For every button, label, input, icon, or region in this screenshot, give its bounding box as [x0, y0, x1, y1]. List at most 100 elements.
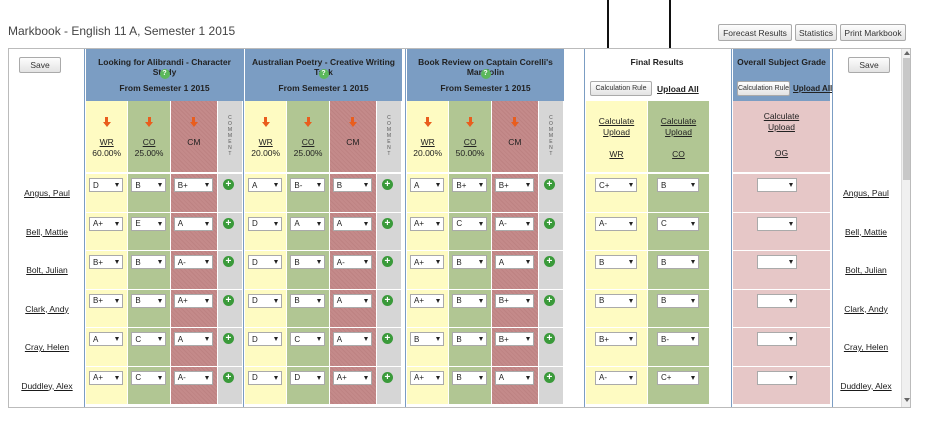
- sort-arrow-icon[interactable]: [304, 117, 313, 127]
- grade-select[interactable]: A+: [332, 370, 372, 385]
- grade-select[interactable]: A: [89, 332, 124, 346]
- student-name-link-right[interactable]: Angus, Paul: [843, 188, 889, 198]
- add-comment-icon[interactable]: +: [222, 333, 234, 344]
- grade-select[interactable]: A+: [410, 255, 445, 269]
- grade-select[interactable]: E: [131, 216, 166, 231]
- overall-upload-link[interactable]: Upload: [768, 122, 795, 132]
- final-code-link[interactable]: CO: [672, 149, 685, 159]
- forecast-results-button[interactable]: Forecast Results: [718, 24, 792, 41]
- grade-select[interactable]: B: [131, 255, 166, 269]
- student-name-link[interactable]: Duddley, Alex: [21, 380, 73, 391]
- grade-select[interactable]: A: [494, 255, 534, 269]
- help-icon[interactable]: ?: [318, 69, 329, 79]
- final-grade-select[interactable]: B: [657, 178, 699, 192]
- grade-select[interactable]: B+: [494, 332, 534, 346]
- add-comment-icon[interactable]: +: [222, 179, 234, 190]
- add-comment-icon[interactable]: +: [543, 294, 555, 306]
- grade-select[interactable]: A+: [410, 370, 445, 385]
- scroll-thumb[interactable]: [903, 58, 910, 180]
- student-name-link-right[interactable]: Cray, Helen: [843, 342, 889, 352]
- add-comment-icon[interactable]: +: [381, 333, 393, 344]
- grade-select[interactable]: B: [452, 332, 487, 346]
- add-comment-icon[interactable]: +: [381, 371, 393, 383]
- grade-select[interactable]: B: [290, 293, 325, 308]
- grade-select[interactable]: A: [410, 178, 445, 192]
- calculation-rule-button[interactable]: Calculation Rule: [590, 81, 652, 96]
- student-name-link-right[interactable]: Duddley, Alex: [840, 380, 892, 391]
- grade-select[interactable]: A+: [89, 370, 124, 385]
- grade-select[interactable]: B+: [173, 178, 213, 192]
- grade-select[interactable]: B: [131, 178, 166, 192]
- grade-select[interactable]: C: [290, 332, 325, 346]
- grade-select[interactable]: A: [332, 293, 372, 308]
- add-comment-icon[interactable]: +: [543, 371, 555, 383]
- scroll-up-icon[interactable]: [904, 51, 910, 55]
- final-grade-select[interactable]: B: [657, 293, 699, 308]
- final-grade-select[interactable]: A-: [595, 216, 637, 231]
- add-comment-icon[interactable]: +: [222, 217, 234, 229]
- final-code-link[interactable]: WR: [609, 149, 624, 159]
- student-name-link[interactable]: Bell, Mattie: [25, 226, 69, 237]
- grade-select[interactable]: A: [173, 332, 213, 346]
- add-comment-icon[interactable]: +: [381, 217, 393, 229]
- grade-select[interactable]: B: [452, 370, 487, 385]
- criterion-code[interactable]: WR: [420, 137, 435, 147]
- overall-grade-select[interactable]: [757, 178, 797, 192]
- grade-select[interactable]: A+: [410, 216, 445, 231]
- student-name-link-right[interactable]: Bolt, Julian: [845, 265, 887, 275]
- upload-all-link[interactable]: Upload All: [657, 84, 699, 94]
- final-grade-select[interactable]: A-: [595, 370, 637, 385]
- grade-select[interactable]: A: [494, 370, 534, 385]
- add-comment-icon[interactable]: +: [543, 217, 555, 229]
- criterion-code[interactable]: WR: [258, 137, 273, 147]
- help-icon[interactable]: ?: [159, 69, 170, 79]
- grade-select[interactable]: D: [248, 255, 283, 269]
- overall-code-link[interactable]: OG: [774, 148, 789, 158]
- grade-select[interactable]: A-: [173, 370, 213, 385]
- calculate-link[interactable]: Calculate: [660, 116, 697, 126]
- add-comment-icon[interactable]: +: [381, 256, 393, 267]
- scroll-down-icon[interactable]: [904, 398, 910, 402]
- sort-arrow-icon[interactable]: [348, 117, 357, 127]
- grade-select[interactable]: B: [452, 255, 487, 269]
- overall-calculate-link[interactable]: Calculate: [763, 111, 800, 121]
- sort-arrow-icon[interactable]: [189, 117, 198, 127]
- student-name-link[interactable]: Bolt, Julian: [26, 265, 68, 275]
- grade-select[interactable]: A: [332, 216, 372, 231]
- criterion-code[interactable]: CO: [463, 137, 477, 147]
- final-grade-select[interactable]: B: [595, 293, 637, 308]
- student-name-link-right[interactable]: Bell, Mattie: [844, 226, 888, 237]
- grade-select[interactable]: D: [248, 293, 283, 308]
- criterion-code[interactable]: WR: [99, 137, 114, 147]
- grade-select[interactable]: D: [248, 332, 283, 346]
- add-comment-icon[interactable]: +: [222, 371, 234, 383]
- grade-select[interactable]: A+: [173, 293, 213, 308]
- grade-select[interactable]: C: [131, 332, 166, 346]
- final-grade-select[interactable]: B+: [595, 332, 637, 346]
- sort-arrow-icon[interactable]: [510, 117, 519, 127]
- help-icon[interactable]: ?: [480, 69, 491, 79]
- grade-select[interactable]: C: [131, 370, 166, 385]
- save-button-left[interactable]: Save: [19, 57, 61, 73]
- final-grade-select[interactable]: C+: [657, 370, 699, 385]
- sort-arrow-icon[interactable]: [423, 117, 432, 127]
- grade-select[interactable]: D: [248, 370, 283, 385]
- grade-select[interactable]: B: [290, 255, 325, 269]
- upload-link[interactable]: Upload: [665, 127, 692, 137]
- sort-arrow-icon[interactable]: [102, 117, 111, 127]
- criterion-code[interactable]: CO: [142, 137, 156, 147]
- save-button-right[interactable]: Save: [848, 57, 890, 73]
- grade-select[interactable]: A: [290, 216, 325, 231]
- add-comment-icon[interactable]: +: [543, 256, 555, 267]
- grade-select[interactable]: B+: [452, 178, 487, 192]
- overall-upload-all-link[interactable]: Upload All: [793, 84, 833, 93]
- grade-select[interactable]: B: [131, 293, 166, 308]
- overall-grade-select[interactable]: [757, 255, 797, 269]
- student-name-link[interactable]: Clark, Andy: [25, 303, 69, 314]
- grade-select[interactable]: B+: [89, 255, 124, 269]
- overall-grade-select[interactable]: [757, 332, 797, 346]
- add-comment-icon[interactable]: +: [222, 294, 234, 306]
- grade-select[interactable]: A+: [89, 216, 124, 231]
- final-grade-select[interactable]: C: [657, 216, 699, 231]
- add-comment-icon[interactable]: +: [381, 179, 393, 190]
